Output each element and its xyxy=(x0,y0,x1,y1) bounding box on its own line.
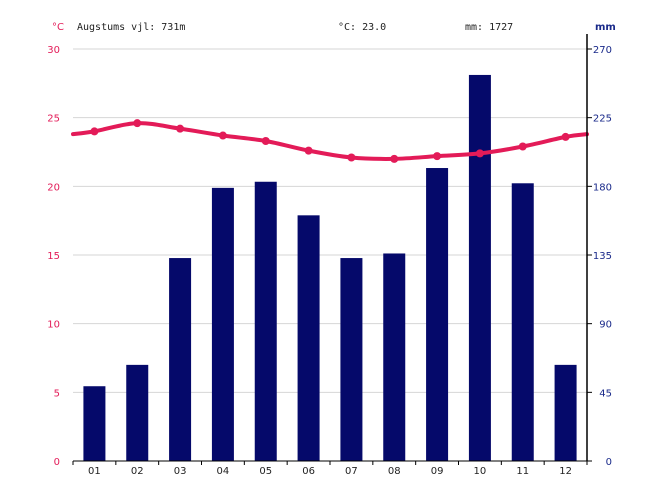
precipitation-bar xyxy=(126,364,149,461)
right-axis-tick-label: 90 xyxy=(599,320,612,331)
right-axis-tick-label: 270 xyxy=(593,45,612,56)
right-axis-tick-label: 225 xyxy=(593,114,612,125)
x-axis-tick-label: 03 xyxy=(174,466,187,477)
left-axis-unit: °C xyxy=(52,22,64,33)
left-axis-tick-label: 15 xyxy=(47,251,60,262)
right-axis-tick-label: 135 xyxy=(593,251,612,262)
total-precipitation-label: mm: 1727 xyxy=(465,22,514,33)
left-axis-tick-label: 5 xyxy=(54,388,60,399)
precipitation-bar xyxy=(383,253,406,461)
temperature-point xyxy=(218,131,227,140)
precipitation-bar xyxy=(83,386,106,461)
x-axis-tick-label: 11 xyxy=(516,466,529,477)
left-axis-tick-label: 0 xyxy=(54,457,60,468)
temperature-point xyxy=(518,142,527,151)
precipitation-bar xyxy=(426,168,449,461)
right-axis-tick-label: 180 xyxy=(593,182,612,193)
x-axis-tick-label: 12 xyxy=(559,466,572,477)
temperature-point xyxy=(176,124,185,133)
precipitation-bar xyxy=(554,364,577,461)
left-axis-tick-label: 25 xyxy=(47,114,60,125)
x-axis-tick-label: 10 xyxy=(474,466,487,477)
axes xyxy=(72,34,592,465)
x-axis-tick-label: 04 xyxy=(217,466,230,477)
x-axis-tick-label: 07 xyxy=(345,466,358,477)
left-axis-tick-label: 20 xyxy=(47,182,60,193)
temperature-line xyxy=(71,119,589,163)
right-axis-unit: mm xyxy=(595,22,616,33)
left-axis-tick-label: 30 xyxy=(47,45,60,56)
x-axis-tick-label: 02 xyxy=(131,466,144,477)
precipitation-bar xyxy=(340,258,363,461)
precipitation-bars xyxy=(83,74,577,462)
temperature-point xyxy=(433,152,442,161)
temperature-point xyxy=(475,149,484,158)
precipitation-bar xyxy=(468,74,491,462)
precipitation-bar xyxy=(297,215,320,461)
right-axis-tick-label: 45 xyxy=(599,388,612,399)
temperature-point xyxy=(90,127,99,136)
altitude-label: Augstums vjl: 731m xyxy=(77,22,186,33)
precipitation-bar xyxy=(254,181,277,461)
temperature-point xyxy=(133,119,142,128)
right-axis-tick-label: 0 xyxy=(606,457,612,468)
temperature-curve xyxy=(71,121,589,161)
temperature-point xyxy=(261,137,270,146)
temperature-point xyxy=(347,153,356,162)
temperature-point xyxy=(304,146,313,155)
x-axis-tick-label: 01 xyxy=(88,466,101,477)
x-axis-tick-label: 09 xyxy=(431,466,444,477)
x-axis-tick-label: 06 xyxy=(302,466,315,477)
x-axis-tick-label: 05 xyxy=(259,466,272,477)
grid-lines xyxy=(73,48,587,393)
temperature-point xyxy=(561,132,570,141)
temperature-point xyxy=(390,154,399,163)
left-axis-tick-label: 10 xyxy=(47,320,60,331)
precipitation-bar xyxy=(211,187,234,461)
precipitation-bar xyxy=(511,183,534,461)
x-axis-tick-label: 08 xyxy=(388,466,401,477)
precipitation-bar xyxy=(169,258,192,461)
average-temperature-label: °C: 23.0 xyxy=(338,22,387,33)
